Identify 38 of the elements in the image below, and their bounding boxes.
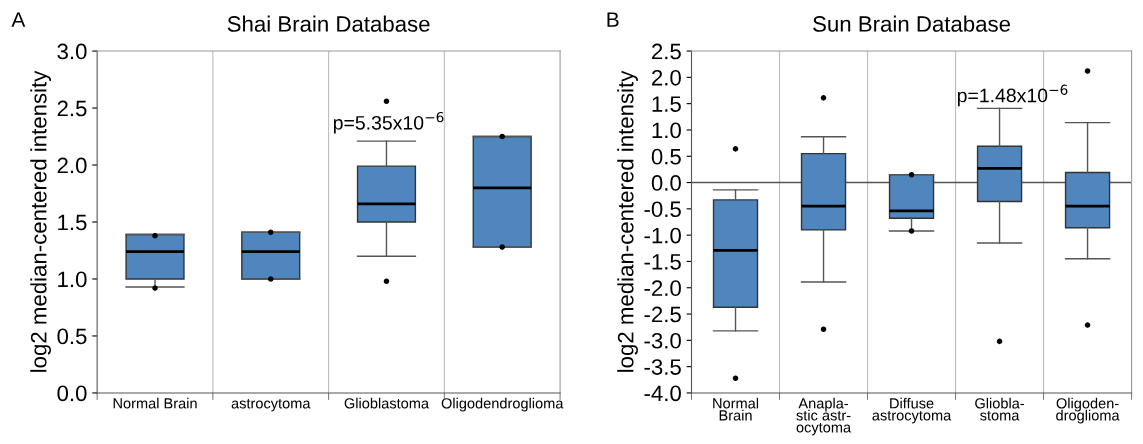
y-tick-label: 1.0: [58, 271, 87, 288]
y-tick-label: 0.0: [651, 175, 681, 191]
y-tick-label: 0.5: [57, 328, 87, 345]
y-tick-label: 1.5: [58, 214, 87, 231]
y-tick-label: -3.5: [644, 359, 681, 375]
x-tick-label: Normal Brain: [713, 397, 759, 421]
y-tick-label: 3.0: [57, 43, 87, 60]
y-tick-label: -1.5: [644, 254, 681, 270]
x-tick-label: Normal Brain: [113, 397, 197, 409]
y-tick-label: 2.5: [57, 100, 87, 117]
y-tick-label: 2.0: [652, 69, 681, 86]
y-tick-label: -0.5: [644, 201, 681, 218]
y-tick-label: 2.5: [652, 43, 681, 60]
annotation: p=1.48x10$^{−6}$: [957, 84, 1068, 107]
chart-title: Sun Brain Database: [813, 15, 1011, 32]
y-tick-label: 1.5: [652, 96, 681, 112]
chart-title: Shai Brain Database: [227, 15, 430, 32]
y-axis-title: log2 median-centered intensity: [617, 70, 638, 372]
y-tick-label: -4.0: [644, 385, 681, 402]
x-tick-label: Oligodendroglioma: [441, 397, 564, 412]
y-tick-label: 0.5: [651, 148, 681, 165]
x-tick-label: Gliobla- stoma: [975, 397, 1025, 421]
y-tick-label: -2.5: [644, 306, 681, 323]
text: B: [607, 12, 619, 27]
x-tick-label: Glioblastoma: [344, 397, 430, 409]
text: A: [11, 12, 26, 27]
y-tick-label: 0.0: [57, 385, 87, 402]
x-tick-label: Anapla- stic astr- ocytoma: [796, 397, 852, 436]
y-axis-title: log2 median-centered intensity: [30, 70, 51, 372]
y-tick-label: 1.0: [652, 122, 681, 139]
x-tick-label: Oligoden- droglioma: [1056, 397, 1120, 424]
y-tick-label: -2.0: [644, 280, 681, 297]
annotation: p=5.35x10$^{−6}$: [333, 111, 444, 134]
y-tick-label: 2.0: [57, 157, 87, 174]
y-tick-label: -1.0: [644, 227, 681, 244]
y-tick-label: -3.0: [644, 332, 681, 349]
x-tick-label: Diffuse astrocytoma: [872, 397, 952, 424]
x-tick-label: astrocytoma: [231, 398, 311, 412]
